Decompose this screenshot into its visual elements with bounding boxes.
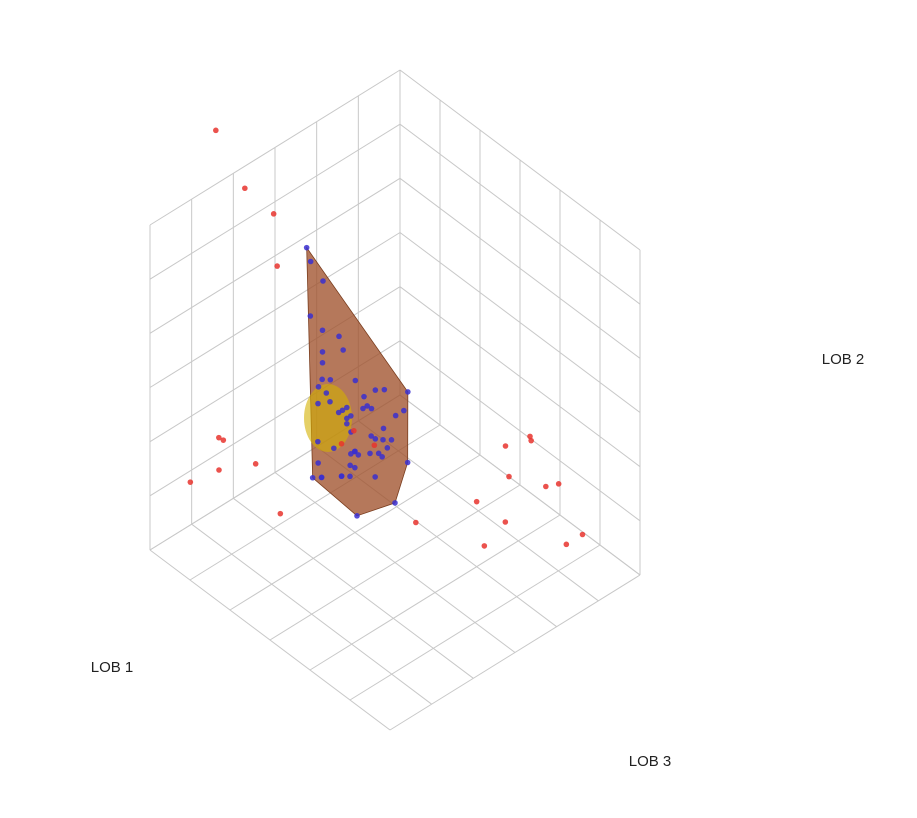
point (372, 474, 378, 480)
point (360, 405, 366, 412)
point (344, 420, 350, 427)
point (242, 185, 248, 192)
point (502, 519, 509, 525)
grid-line (269, 484, 521, 641)
point (213, 127, 219, 134)
point (361, 393, 367, 400)
point (555, 481, 562, 487)
point (216, 434, 222, 441)
point (384, 445, 391, 451)
point (338, 473, 345, 479)
point (352, 377, 359, 384)
point (277, 510, 284, 517)
point (368, 433, 374, 439)
point (579, 531, 586, 538)
point (528, 437, 534, 444)
point (364, 403, 370, 409)
ellipsoid (304, 384, 352, 452)
point (340, 347, 346, 353)
point (252, 461, 259, 467)
point (404, 459, 411, 466)
point (563, 541, 570, 548)
point (372, 436, 379, 442)
point (220, 437, 227, 443)
grid-line (149, 123, 401, 280)
point (527, 433, 533, 440)
point (327, 376, 334, 383)
grid-line (309, 514, 561, 671)
point (347, 462, 353, 469)
point (348, 451, 354, 457)
point (338, 440, 345, 447)
grid-line (229, 454, 481, 611)
point (309, 474, 316, 481)
point (270, 211, 277, 217)
point (372, 387, 379, 393)
grid-line (149, 69, 401, 226)
point (355, 452, 362, 458)
point (319, 359, 326, 366)
point (323, 390, 330, 396)
point (344, 404, 350, 411)
point (473, 498, 480, 505)
point (405, 389, 411, 395)
point (367, 450, 373, 457)
point (368, 405, 375, 412)
point (319, 327, 326, 334)
x-axis-label: LOB 1 (91, 659, 134, 676)
point (381, 386, 388, 393)
point (392, 500, 398, 506)
point (319, 376, 325, 383)
point (187, 479, 194, 485)
point (274, 263, 280, 269)
point (352, 464, 358, 471)
point (543, 483, 549, 490)
point (216, 467, 222, 473)
point (481, 543, 488, 549)
grid-line (349, 544, 601, 701)
grid-line (149, 177, 401, 334)
point (413, 519, 419, 526)
point (354, 513, 360, 519)
point (320, 278, 326, 284)
point (303, 244, 310, 251)
point (392, 412, 399, 419)
point (335, 409, 342, 416)
point (379, 454, 385, 460)
point (388, 437, 395, 443)
point (318, 474, 325, 481)
point (315, 460, 321, 466)
point (380, 436, 386, 443)
point (348, 413, 354, 419)
points (187, 127, 586, 549)
point (371, 442, 378, 449)
point (502, 443, 509, 449)
point (351, 427, 357, 434)
point (307, 258, 314, 265)
point (336, 333, 342, 340)
z-axis-label: LOB 3 (629, 753, 672, 770)
grid-line (149, 286, 401, 443)
grid-line (149, 232, 401, 388)
y-axis-label: LOB 2 (822, 351, 865, 368)
point (347, 473, 353, 480)
point (401, 407, 407, 414)
point (307, 313, 314, 319)
point (315, 438, 321, 445)
point (380, 425, 387, 432)
point (327, 398, 333, 405)
point (506, 473, 512, 480)
point (315, 384, 322, 390)
point (319, 349, 326, 355)
point (375, 450, 382, 457)
point (315, 400, 321, 407)
point (331, 445, 337, 452)
grid-line (389, 574, 641, 731)
